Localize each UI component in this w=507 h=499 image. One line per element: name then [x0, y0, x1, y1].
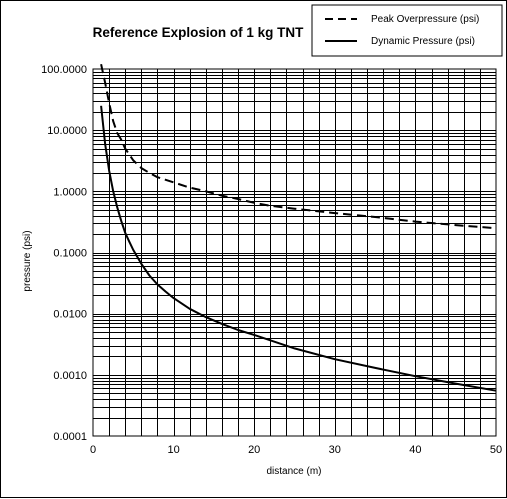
y-tick-label: 0.0100 [53, 309, 87, 321]
x-axis-label: distance (m) [266, 466, 321, 477]
series-line-peak-overpressure [100, 63, 497, 230]
x-axis: 0 10 20 30 40 50 [90, 444, 502, 456]
y-tick-label: 0.1000 [53, 248, 87, 260]
x-tick-label: 0 [90, 444, 96, 456]
grid [93, 69, 496, 436]
y-tick-label: 1.0000 [53, 186, 87, 198]
legend-box [311, 4, 503, 57]
y-tick-label: 0.0010 [53, 370, 87, 382]
legend-label-dynamic-pressure: Dynamic Pressure (psi) [371, 36, 475, 47]
y-tick-label: 0.0001 [53, 431, 87, 443]
legend-label-peak-overpressure: Peak Overpressure (psi) [371, 14, 479, 25]
x-tick-label: 50 [490, 444, 502, 456]
x-tick-label: 40 [409, 444, 421, 456]
series-group [100, 63, 497, 392]
y-tick-label: 10.0000 [47, 125, 87, 137]
chart-title: Reference Explosion of 1 kg TNT [93, 25, 305, 40]
legend: Peak Overpressure (psi) Dynamic Pressure… [311, 4, 503, 57]
y-axis: 0.0001 0.0010 0.0100 0.1000 1.0000 10.0000 100… [41, 64, 87, 443]
plot-area [92, 68, 497, 437]
y-axis-label: pressure (psi) [22, 230, 33, 291]
y-tick-label: 100.0000 [41, 64, 87, 76]
x-tick-label: 20 [248, 444, 260, 456]
x-tick-label: 10 [167, 444, 179, 456]
series-line-dynamic-pressure [100, 105, 497, 392]
x-tick-label: 30 [329, 444, 341, 456]
